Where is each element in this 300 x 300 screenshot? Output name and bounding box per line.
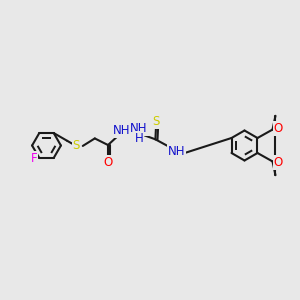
Text: NH: NH — [113, 124, 130, 137]
Text: O: O — [274, 122, 283, 135]
Text: NH: NH — [130, 122, 148, 135]
Text: F: F — [31, 152, 37, 165]
Text: S: S — [152, 115, 160, 128]
Text: O: O — [274, 156, 283, 170]
Text: S: S — [73, 140, 80, 152]
Text: O: O — [103, 156, 112, 169]
Text: H: H — [134, 132, 143, 145]
Text: NH: NH — [168, 145, 185, 158]
